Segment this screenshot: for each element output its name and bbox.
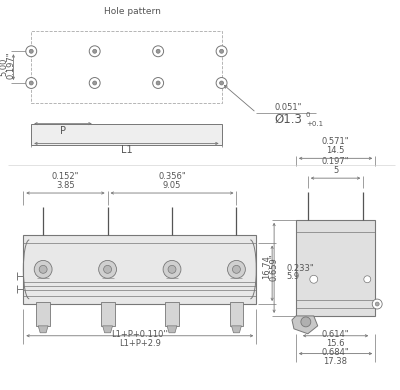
Text: Hole pattern: Hole pattern bbox=[104, 7, 161, 16]
Text: 0.152": 0.152" bbox=[52, 172, 79, 181]
Text: 0.356": 0.356" bbox=[158, 172, 186, 181]
Circle shape bbox=[156, 81, 160, 85]
Text: 0: 0 bbox=[306, 112, 310, 118]
Bar bbox=[230, 302, 243, 326]
Bar bbox=[101, 302, 114, 326]
Bar bbox=[165, 302, 179, 326]
Circle shape bbox=[156, 49, 160, 53]
Circle shape bbox=[26, 78, 37, 89]
Circle shape bbox=[29, 49, 33, 53]
Text: L1: L1 bbox=[121, 145, 132, 155]
Circle shape bbox=[216, 78, 227, 89]
Circle shape bbox=[364, 276, 371, 283]
Polygon shape bbox=[167, 326, 177, 333]
Bar bbox=[23, 235, 256, 304]
Text: Ø1.3: Ø1.3 bbox=[274, 113, 302, 126]
Circle shape bbox=[153, 78, 164, 89]
Text: 0.571": 0.571" bbox=[322, 137, 349, 146]
Text: 5: 5 bbox=[333, 166, 338, 175]
Text: 3.85: 3.85 bbox=[56, 181, 75, 190]
Polygon shape bbox=[38, 326, 48, 333]
Text: 0.233": 0.233" bbox=[286, 264, 314, 273]
Circle shape bbox=[301, 317, 311, 327]
Circle shape bbox=[89, 46, 100, 57]
Circle shape bbox=[310, 275, 318, 283]
Circle shape bbox=[372, 299, 382, 309]
Circle shape bbox=[93, 81, 97, 85]
Circle shape bbox=[99, 261, 116, 278]
Circle shape bbox=[34, 261, 52, 278]
Circle shape bbox=[93, 49, 97, 53]
Bar bbox=[36, 302, 50, 326]
Polygon shape bbox=[232, 326, 242, 333]
Text: 0.659": 0.659" bbox=[270, 254, 279, 281]
Circle shape bbox=[375, 302, 379, 306]
Circle shape bbox=[39, 265, 47, 273]
Text: 15.6: 15.6 bbox=[326, 339, 345, 348]
Circle shape bbox=[228, 261, 245, 278]
Bar bbox=[31, 32, 222, 103]
Polygon shape bbox=[292, 316, 318, 334]
Circle shape bbox=[220, 81, 224, 85]
Text: 0.051": 0.051" bbox=[274, 103, 302, 112]
Text: 0.197": 0.197" bbox=[322, 157, 349, 166]
Text: L1+P+0.110'': L1+P+0.110'' bbox=[111, 330, 168, 339]
Text: 0.684": 0.684" bbox=[322, 348, 349, 357]
Circle shape bbox=[232, 265, 240, 273]
Bar bbox=[296, 220, 375, 316]
Circle shape bbox=[29, 81, 33, 85]
Circle shape bbox=[104, 265, 112, 273]
Circle shape bbox=[26, 46, 37, 57]
Text: L1+P+2.9: L1+P+2.9 bbox=[119, 339, 161, 348]
Text: P: P bbox=[60, 126, 66, 136]
Text: 0.197": 0.197" bbox=[7, 51, 16, 79]
Text: 16.74: 16.74 bbox=[262, 255, 271, 279]
Circle shape bbox=[163, 261, 181, 278]
Text: 14.5: 14.5 bbox=[326, 146, 345, 155]
Polygon shape bbox=[103, 326, 112, 333]
Text: 5.9: 5.9 bbox=[286, 272, 299, 281]
Text: +0.1: +0.1 bbox=[306, 121, 323, 127]
Text: 0.614": 0.614" bbox=[322, 330, 349, 339]
Circle shape bbox=[153, 46, 164, 57]
Circle shape bbox=[216, 46, 227, 57]
Circle shape bbox=[168, 265, 176, 273]
Circle shape bbox=[220, 49, 224, 53]
Text: 9.05: 9.05 bbox=[163, 181, 181, 190]
Text: 17.38: 17.38 bbox=[324, 357, 348, 366]
Circle shape bbox=[89, 78, 100, 89]
Text: 5.00: 5.00 bbox=[0, 58, 8, 76]
Bar bbox=[31, 124, 222, 145]
